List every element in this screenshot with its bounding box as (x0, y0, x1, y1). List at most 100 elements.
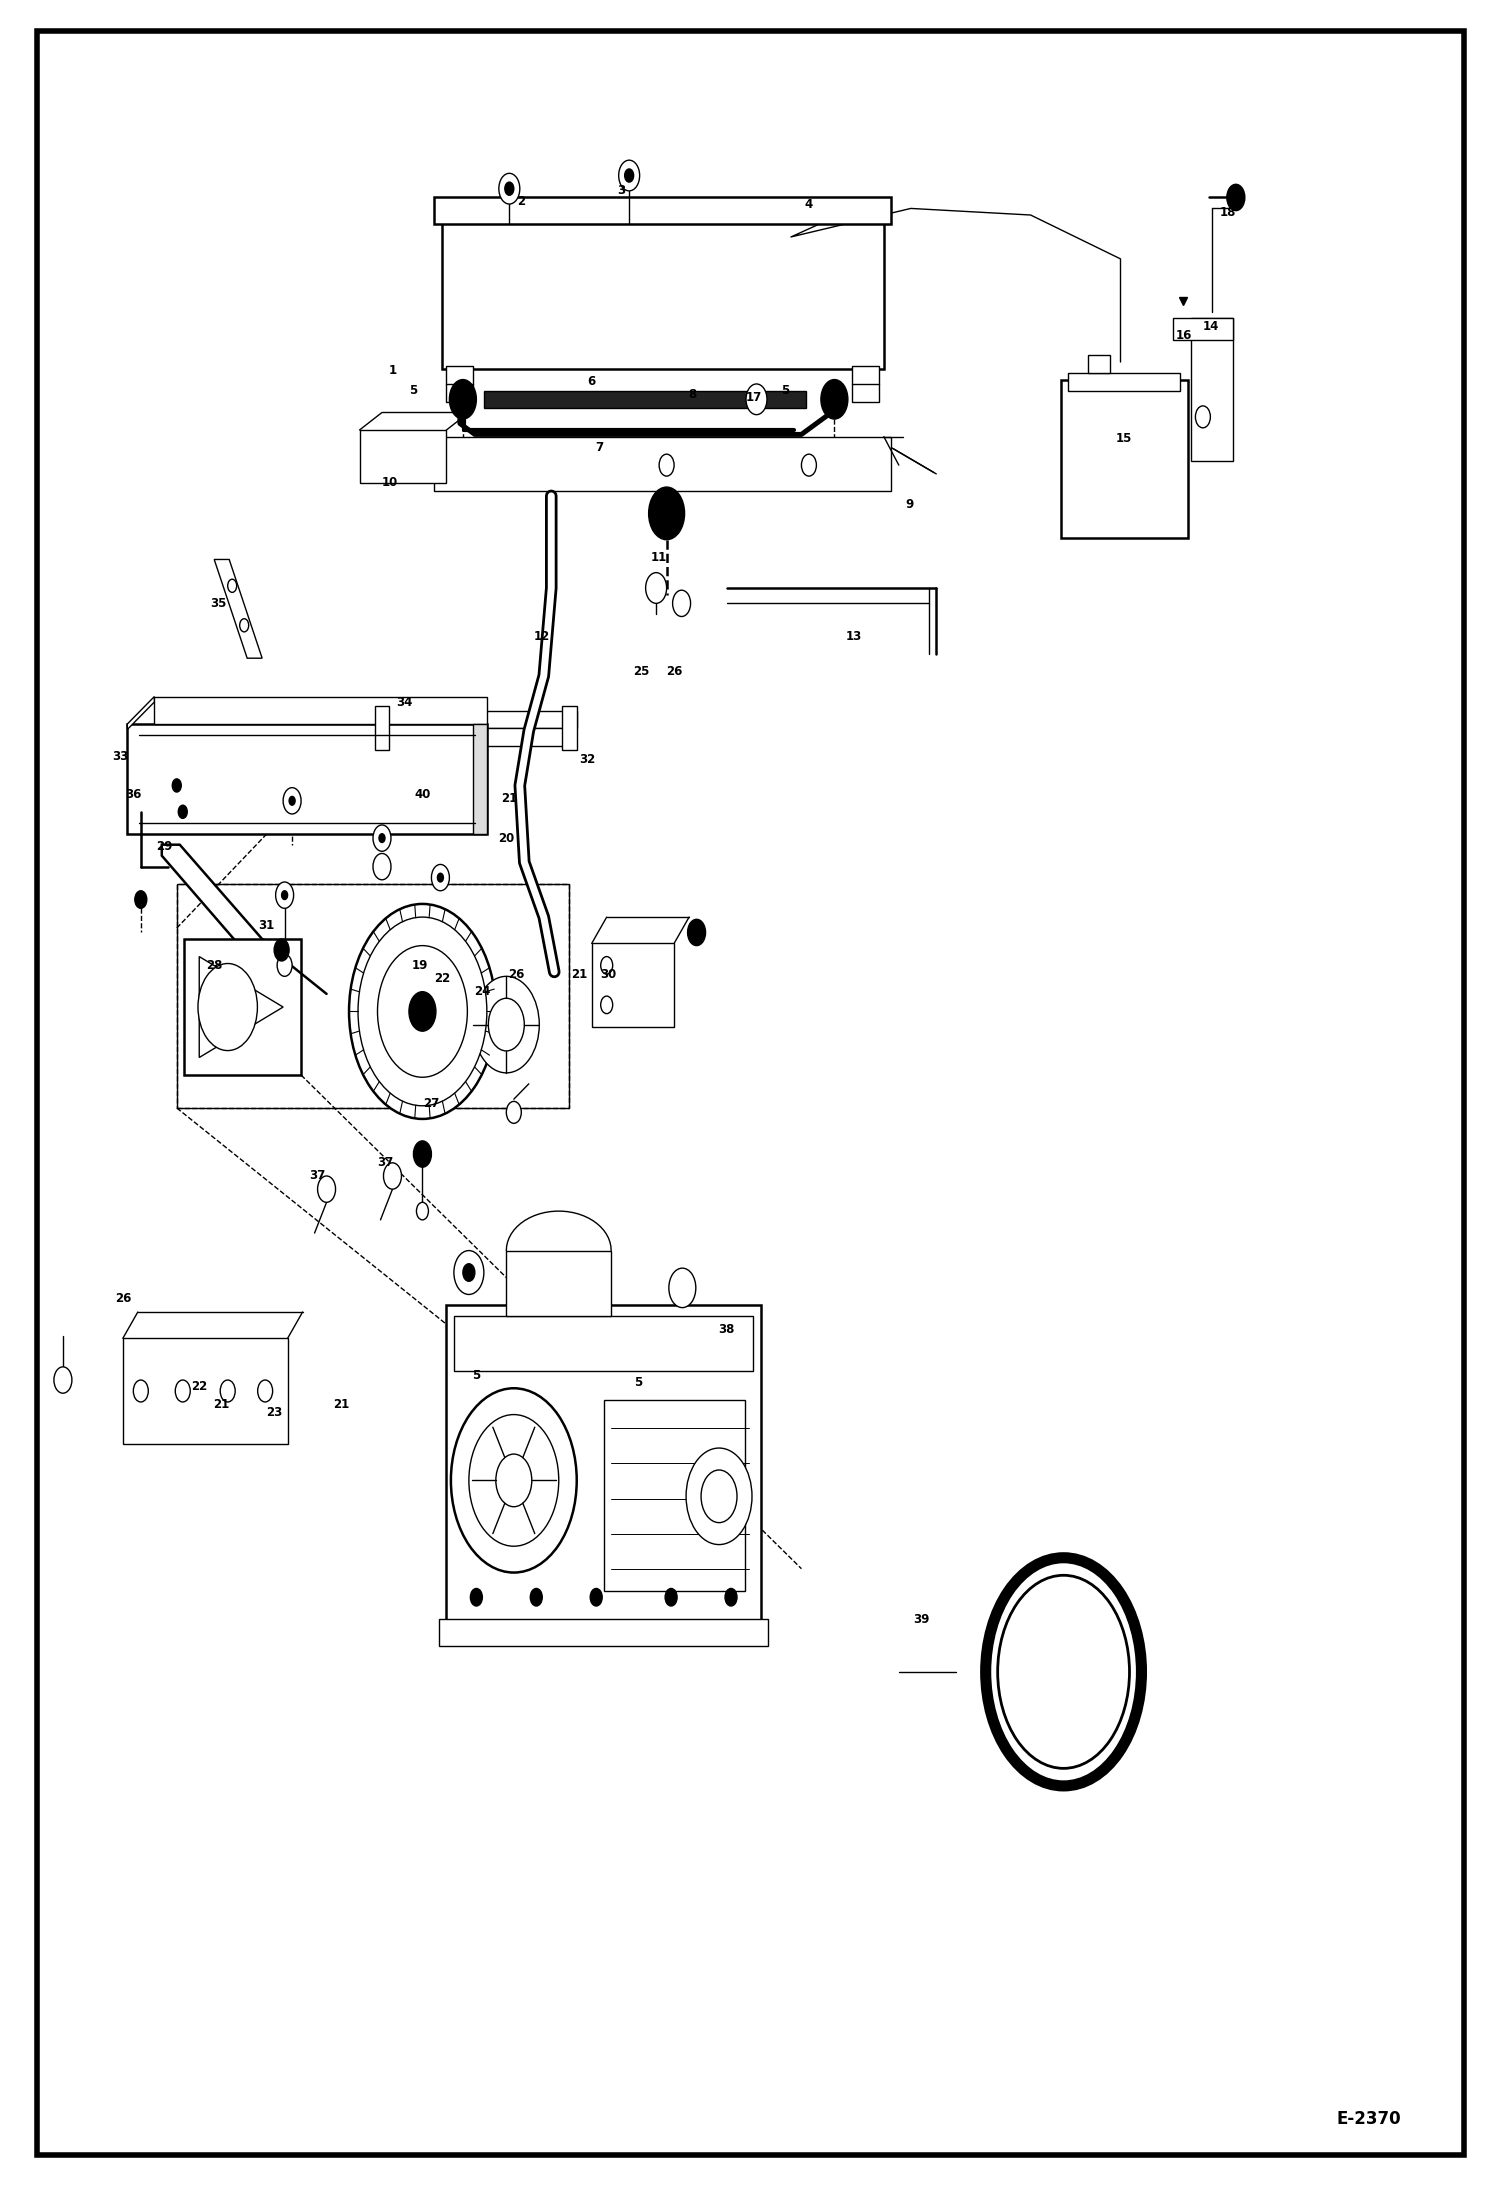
Bar (123, 1338, 288, 1444)
Text: 5: 5 (472, 1369, 481, 1382)
Bar (473, 724, 487, 834)
Bar (1173, 318, 1233, 340)
Circle shape (358, 917, 487, 1106)
Text: 6: 6 (587, 375, 596, 388)
Circle shape (135, 891, 147, 908)
Circle shape (383, 1163, 401, 1189)
Circle shape (505, 182, 514, 195)
Circle shape (178, 805, 187, 818)
Bar (374, 706, 389, 750)
Circle shape (172, 779, 181, 792)
Text: 21: 21 (502, 792, 517, 805)
Text: 39: 39 (914, 1613, 929, 1626)
Circle shape (198, 963, 258, 1051)
Circle shape (649, 487, 685, 540)
Text: 10: 10 (382, 476, 397, 489)
Text: 21: 21 (214, 1398, 229, 1411)
Bar (382, 711, 577, 728)
Circle shape (373, 825, 391, 851)
Text: 7: 7 (595, 441, 604, 454)
Circle shape (473, 976, 539, 1073)
Text: 22: 22 (192, 1380, 207, 1393)
Circle shape (349, 904, 496, 1119)
Circle shape (701, 1470, 737, 1523)
Circle shape (601, 996, 613, 1014)
Text: 26: 26 (667, 665, 682, 678)
Text: 15: 15 (1116, 432, 1131, 445)
Bar (1068, 373, 1180, 391)
Text: 26: 26 (115, 1292, 130, 1305)
Circle shape (413, 1141, 431, 1167)
Circle shape (258, 1380, 273, 1402)
Circle shape (437, 873, 443, 882)
Polygon shape (162, 845, 300, 998)
Bar (177, 884, 569, 1108)
Bar (386, 728, 572, 746)
Text: 38: 38 (719, 1323, 734, 1336)
Circle shape (1227, 184, 1245, 211)
Bar (454, 1316, 753, 1371)
Text: 23: 23 (267, 1406, 282, 1420)
Text: 1: 1 (388, 364, 397, 377)
Circle shape (659, 454, 674, 476)
Polygon shape (199, 957, 283, 1058)
Bar (852, 366, 879, 402)
Text: 35: 35 (211, 597, 226, 610)
Text: 28: 28 (207, 959, 222, 972)
Bar (446, 1305, 761, 1624)
Circle shape (277, 954, 292, 976)
Bar (127, 724, 487, 834)
Bar (1088, 355, 1110, 373)
Circle shape (228, 579, 237, 592)
Text: 5: 5 (409, 384, 418, 397)
Circle shape (488, 998, 524, 1051)
Circle shape (590, 1588, 602, 1606)
Text: 21: 21 (334, 1398, 349, 1411)
Circle shape (276, 882, 294, 908)
Text: 2: 2 (517, 195, 526, 208)
Circle shape (821, 380, 848, 419)
Circle shape (133, 1380, 148, 1402)
Circle shape (454, 1251, 484, 1294)
Circle shape (625, 169, 634, 182)
Text: E-2370: E-2370 (1336, 2111, 1401, 2128)
Circle shape (746, 384, 767, 415)
Bar (439, 1619, 768, 1646)
Bar (1191, 318, 1233, 461)
Bar (434, 197, 891, 224)
Circle shape (530, 1588, 542, 1606)
Circle shape (379, 834, 385, 842)
Text: 5: 5 (634, 1376, 643, 1389)
Text: 31: 31 (259, 919, 274, 932)
Circle shape (688, 919, 706, 946)
Text: 22: 22 (434, 972, 449, 985)
Text: 27: 27 (424, 1097, 439, 1110)
Text: 14: 14 (1203, 320, 1218, 333)
Circle shape (801, 454, 816, 476)
Text: 33: 33 (112, 750, 127, 764)
Text: 12: 12 (535, 630, 550, 643)
Circle shape (496, 1455, 532, 1507)
Circle shape (240, 619, 249, 632)
Text: 32: 32 (580, 753, 595, 766)
Text: 37: 37 (377, 1156, 392, 1169)
Circle shape (1195, 406, 1210, 428)
Circle shape (416, 1202, 428, 1220)
Circle shape (506, 1101, 521, 1123)
Circle shape (646, 573, 667, 603)
Circle shape (54, 1367, 72, 1393)
Bar (360, 430, 446, 483)
Circle shape (449, 380, 476, 419)
Text: 29: 29 (157, 840, 172, 853)
Circle shape (673, 590, 691, 617)
Circle shape (670, 1268, 695, 1308)
Bar (562, 706, 577, 750)
Polygon shape (127, 698, 154, 728)
Circle shape (220, 1380, 235, 1402)
Text: 21: 21 (572, 968, 587, 981)
Circle shape (619, 160, 640, 191)
Circle shape (463, 1264, 475, 1281)
Bar (184, 939, 301, 1075)
Text: 30: 30 (601, 968, 616, 981)
Text: 5: 5 (780, 384, 789, 397)
